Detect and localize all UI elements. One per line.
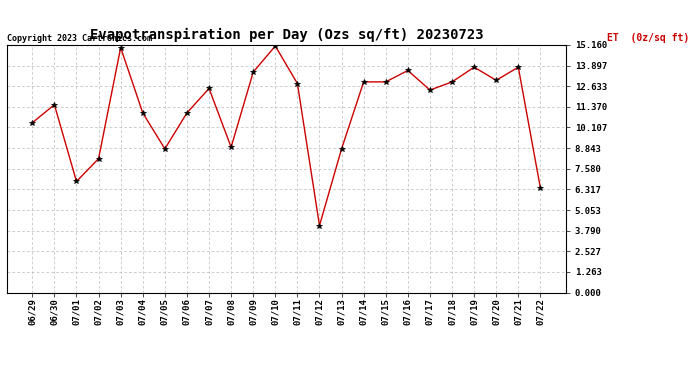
Text: Copyright 2023 Cartronics.com: Copyright 2023 Cartronics.com — [7, 33, 152, 42]
Text: ET  (0z/sq ft): ET (0z/sq ft) — [607, 33, 689, 42]
Title: Evapotranspiration per Day (Ozs sq/ft) 20230723: Evapotranspiration per Day (Ozs sq/ft) 2… — [90, 28, 483, 42]
